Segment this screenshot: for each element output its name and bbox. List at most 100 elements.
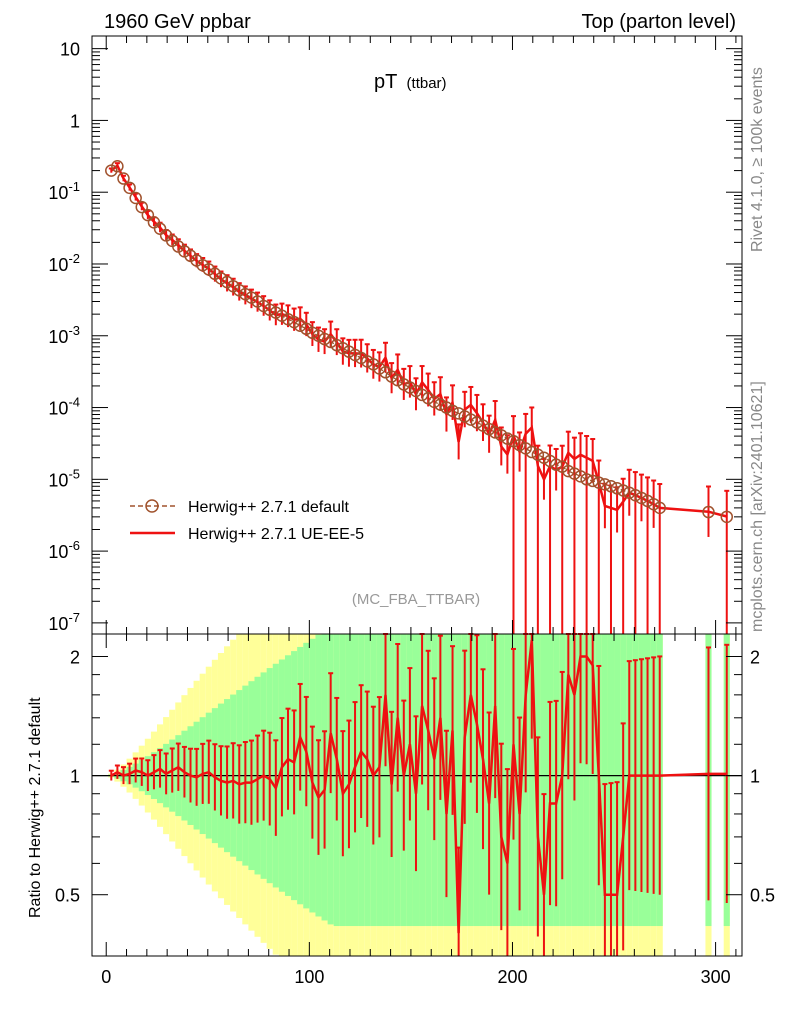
series-default-marker xyxy=(318,332,331,346)
y-tick-label: 10-1 xyxy=(48,179,80,203)
series-default-marker xyxy=(123,181,136,195)
series-default-marker xyxy=(519,442,532,455)
series-default-marker xyxy=(141,208,155,222)
ratio-y-tick-label: 1 xyxy=(70,767,80,787)
series-default-marker xyxy=(629,488,642,502)
ratio-panel-frame xyxy=(91,633,743,957)
ratio-band-green xyxy=(540,634,547,927)
series-default-marker xyxy=(562,464,575,478)
series-default-marker xyxy=(507,434,520,448)
series-default-marker xyxy=(415,388,429,402)
ratio-uncertainty-bands xyxy=(92,634,742,956)
axis-ticks: 0 100 200 300 10 1 10-1 10-2 10-3 10-4 10-5 10-6 10-… xyxy=(48,36,775,987)
side-label-mcplots: mcplots.cern.ch [arXiv:2401.10621] xyxy=(749,381,766,632)
series-default-marker xyxy=(385,370,398,383)
series-default-marker xyxy=(257,299,270,313)
series-default-marker xyxy=(604,480,618,493)
ratio-band-green xyxy=(589,634,596,927)
ratio-band-green xyxy=(601,634,608,927)
series-default-marker xyxy=(635,491,648,505)
series-default-marker xyxy=(135,200,149,214)
x-tick-label: 200 xyxy=(497,967,527,987)
series-default-marker xyxy=(616,484,630,497)
chart-title-sub: (ttbar) xyxy=(407,75,447,92)
y-tick-label: 10-3 xyxy=(48,323,80,347)
series-default-marker xyxy=(373,362,386,375)
y-tick-label: 10-6 xyxy=(48,538,80,562)
series-default-marker xyxy=(214,272,228,285)
series-default-marker xyxy=(720,510,734,524)
series-default-marker xyxy=(397,378,411,391)
y-tick-label: 10 xyxy=(60,40,80,60)
series-default-marker xyxy=(306,326,319,340)
main-panel-frame xyxy=(91,35,743,635)
ratio-band-green xyxy=(565,634,572,927)
series-default-marker xyxy=(549,458,563,471)
series-default-marker xyxy=(495,429,508,442)
series-default-marker xyxy=(543,454,557,468)
series-default-marker xyxy=(312,329,325,343)
series-default-marker xyxy=(476,419,490,432)
ratio-band-green xyxy=(528,634,535,927)
series-default-marker xyxy=(245,291,258,304)
series-default-marker xyxy=(488,426,502,439)
series-default-marker xyxy=(470,416,484,429)
ratio-band-green xyxy=(583,634,590,927)
series-default-marker xyxy=(702,505,715,519)
ratio-y-tick-label: 0.5 xyxy=(55,886,80,906)
x-tick-label: 300 xyxy=(701,967,731,987)
series-default-marker xyxy=(440,401,453,414)
series-default-marker xyxy=(592,476,606,489)
ratio-band-green xyxy=(382,634,389,927)
series-default-marker xyxy=(586,474,599,488)
series-default-marker xyxy=(275,309,289,323)
y-tick-label: 10-5 xyxy=(48,466,80,490)
chart-title-main: pT xyxy=(374,71,397,93)
ratio-y-tick-label-right: 0.5 xyxy=(750,886,775,906)
ratio-band-green xyxy=(607,634,615,927)
series-default-marker xyxy=(641,494,654,508)
series-ueee5-line xyxy=(110,163,728,518)
series-default-marker xyxy=(428,395,441,409)
series-default-marker xyxy=(360,355,374,368)
series-default-marker xyxy=(623,486,636,499)
ratio-band-green xyxy=(577,634,584,927)
series-default-marker xyxy=(330,338,344,352)
series-default-marker xyxy=(647,497,660,511)
series-default-marker xyxy=(287,315,301,329)
series-default-marker xyxy=(269,306,283,319)
series-default-marker xyxy=(452,407,465,420)
y-tick-label: 10-7 xyxy=(48,610,80,634)
series-default-marker xyxy=(531,448,545,461)
ratio-y-tick-label: 2 xyxy=(70,648,80,668)
series-default-marker xyxy=(354,351,368,365)
header-right: Top (parton level) xyxy=(581,11,736,33)
series-default-marker xyxy=(281,312,295,326)
series-default-marker xyxy=(263,303,276,317)
series-default-marker xyxy=(458,410,471,423)
series-default-marker xyxy=(293,319,307,332)
series-default-marker xyxy=(324,335,337,349)
ratio-panel-series xyxy=(108,633,730,956)
series-default-marker xyxy=(501,432,514,445)
header-left: 1960 GeV ppbar xyxy=(104,11,251,33)
series-default-marker xyxy=(446,404,459,418)
series-default-marker xyxy=(610,482,624,495)
analysis-tag: (MC_FBA_TTBAR) xyxy=(352,591,480,608)
series-default-marker xyxy=(421,391,435,405)
ratio-band-green xyxy=(455,634,462,927)
series-default-marker xyxy=(482,422,496,436)
ratio-y-tick-label-right: 2 xyxy=(750,648,760,668)
legend-default-label: Herwig++ 2.7.1 default xyxy=(188,499,350,516)
side-label-rivet: Rivet 4.1.0, ≥ 100k events xyxy=(749,67,766,252)
series-default-marker xyxy=(336,341,350,355)
ratio-band-green xyxy=(614,634,621,927)
y-tick-label: 10-2 xyxy=(48,251,80,275)
series-default-marker xyxy=(117,172,130,185)
series-default-marker xyxy=(403,381,417,394)
x-tick-label: 0 xyxy=(101,967,111,987)
y-tick-label: 10-4 xyxy=(48,395,80,419)
series-default-marker xyxy=(653,501,666,515)
ratio-line xyxy=(110,639,727,934)
